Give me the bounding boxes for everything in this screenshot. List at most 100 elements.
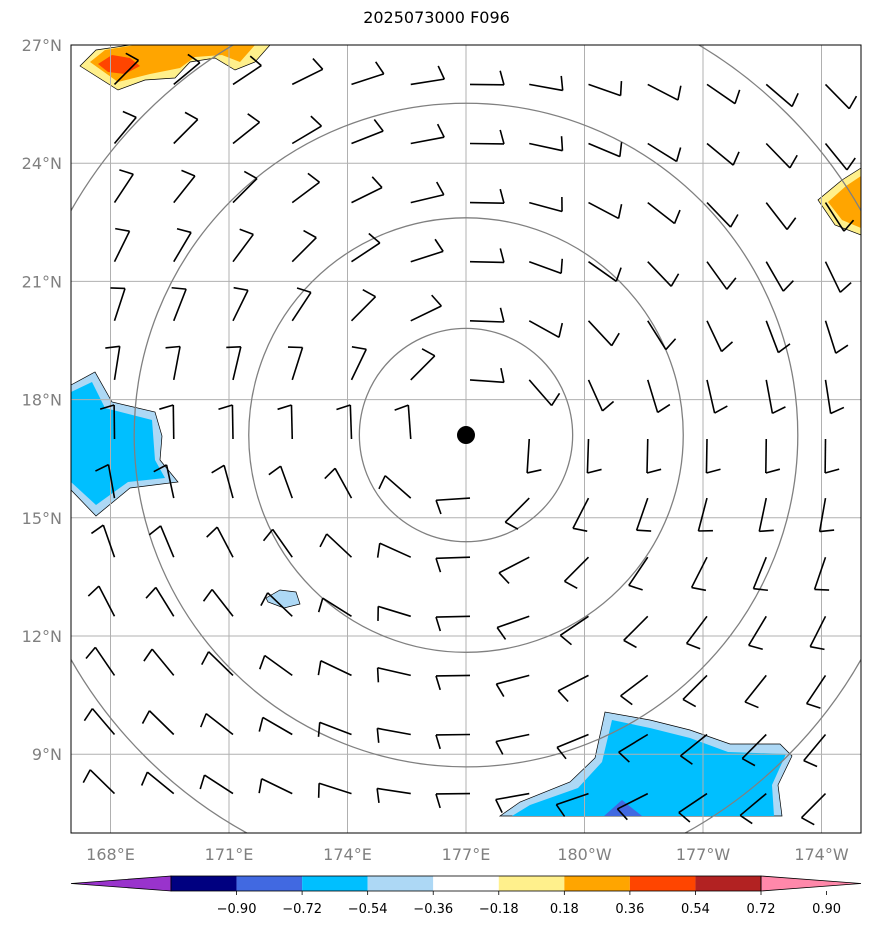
wind-barb [410, 348, 436, 381]
lon-label-3: 177°E [442, 845, 491, 864]
wind-barb [153, 464, 175, 499]
wind-barb [469, 307, 505, 323]
wind-barb [173, 227, 192, 263]
wind-barb [199, 774, 234, 795]
wind-barb [469, 367, 505, 384]
wind-barb [232, 170, 258, 204]
wind-barb [435, 497, 471, 515]
colorbar-segment [236, 876, 303, 891]
wind-barb [351, 61, 385, 86]
wind-barb [588, 142, 623, 158]
wind-barb [706, 320, 734, 353]
wind-barb [739, 792, 767, 825]
wind-barb [526, 438, 542, 474]
wind-barb [232, 55, 262, 86]
wind-barb [496, 615, 530, 640]
wind-barb [319, 533, 353, 558]
wind-barb [202, 588, 234, 617]
wind-barb [706, 142, 740, 166]
wind-barb [90, 524, 116, 558]
colorbar-segment [171, 876, 237, 891]
wind-barb [556, 733, 589, 760]
wind-barb [706, 83, 741, 105]
colorbar-segment [367, 876, 434, 891]
wind-barb [587, 320, 620, 347]
wind-barb [765, 438, 781, 474]
wind-barb [469, 188, 505, 204]
wind-barb [113, 110, 137, 145]
wind-barb [705, 438, 721, 474]
lat-label-5: 12°N [22, 627, 62, 646]
range-ring-2 [133, 102, 799, 768]
wind-barb [377, 605, 411, 621]
colorbar-label-1: −0.72 [282, 902, 322, 917]
wind-barb [113, 169, 134, 204]
wind-barb [555, 792, 589, 818]
wind-barb [616, 792, 649, 821]
colorbar-label-6: 0.36 [615, 902, 644, 917]
negative-anomaly-west-core [71, 382, 165, 505]
wind-barb [824, 202, 855, 232]
wind-barb [469, 70, 505, 86]
wind-barb [765, 202, 797, 230]
latitude-labels: 27°N 24°N 21°N 18°N 15°N 12°N 9°N [22, 36, 62, 764]
wind-barb [351, 119, 384, 145]
wind-barb [95, 463, 116, 499]
wind-barb [824, 438, 840, 474]
wind-barb [159, 404, 175, 440]
positive-anomaly-nw-core [90, 45, 255, 82]
wind-barb [277, 404, 294, 440]
wind-barb [528, 320, 564, 338]
wind-barb [232, 228, 254, 263]
wind-barb [765, 379, 786, 415]
map-title: 2025073000 F096 [363, 8, 510, 27]
wind-barb [165, 345, 181, 381]
wind-barb [351, 232, 381, 263]
wind-barb [805, 674, 827, 709]
wind-barb [528, 379, 561, 407]
wind-barb [682, 674, 708, 708]
wind-barb [680, 733, 708, 765]
wind-barb [140, 771, 175, 795]
wind-barb [435, 674, 471, 691]
wind-barb [148, 525, 175, 558]
wind-barb [635, 497, 652, 532]
wind-barb [410, 238, 444, 263]
wind-barb [697, 497, 713, 532]
wind-barb [410, 294, 442, 322]
wind-barb [410, 65, 446, 86]
wind-barb [173, 111, 199, 145]
colorbar-segment [564, 876, 630, 891]
wind-barb [620, 674, 649, 706]
negative-anomaly-south-core [512, 720, 786, 816]
lat-label-1: 24°N [22, 154, 62, 173]
wind-barb [394, 404, 412, 440]
colorbar-segment [433, 876, 499, 891]
wind-barb [291, 115, 323, 145]
wind-barb [324, 467, 353, 499]
lat-label-4: 15°N [22, 509, 62, 528]
wind-barb [529, 75, 564, 92]
shading-layer [71, 45, 861, 817]
wind-barb [824, 379, 845, 415]
wind-barb [87, 585, 116, 617]
wind-barb [336, 404, 353, 440]
storm-center-dot [457, 426, 475, 445]
wind-barb [317, 660, 352, 677]
wind-barb [824, 320, 849, 354]
wind-barb [287, 346, 304, 381]
wind-barb [800, 793, 827, 826]
lon-label-4: 180°W [557, 845, 612, 864]
wind-barb [647, 201, 681, 225]
colorbar-extend-high [760, 875, 862, 892]
wind-barb [258, 716, 293, 736]
wind-barb [685, 615, 708, 650]
wind-barb [741, 733, 767, 767]
lon-label-0: 168°E [86, 845, 135, 864]
wind-barb [201, 651, 234, 676]
wind-barb [435, 556, 471, 573]
colorbar-label-5: 0.18 [550, 902, 579, 917]
wind-barb [173, 53, 201, 86]
wind-barb [258, 778, 293, 795]
